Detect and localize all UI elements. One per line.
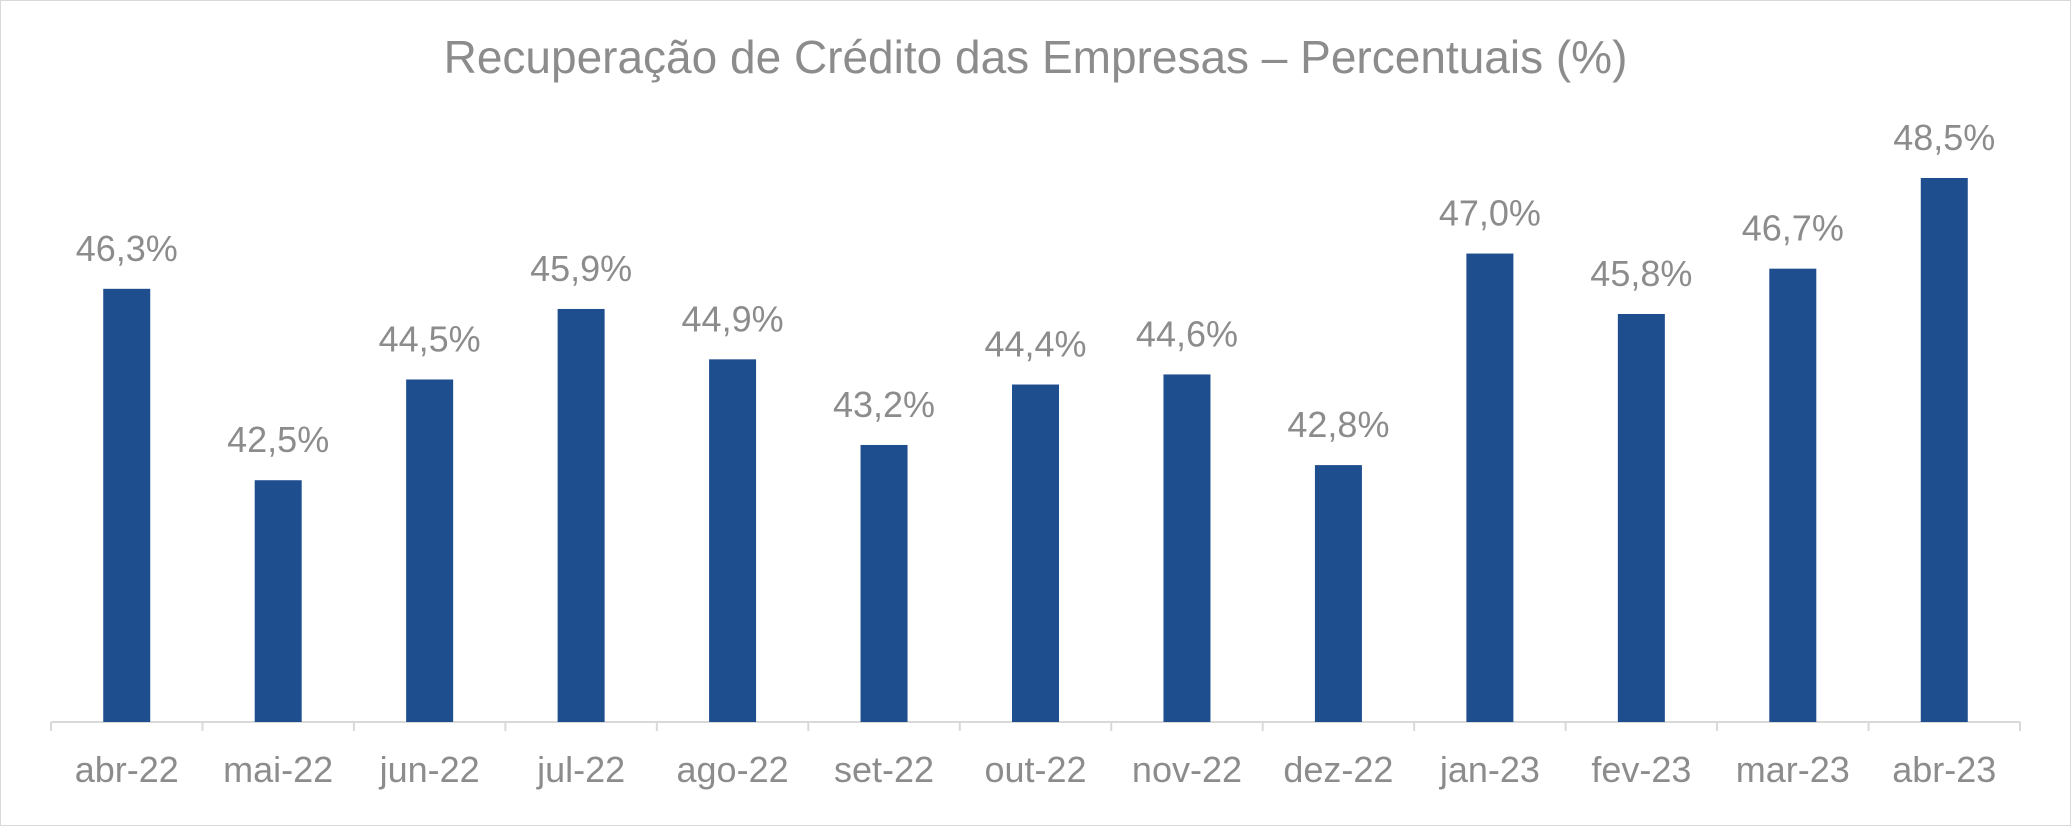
bar-jan-23 (1466, 253, 1514, 723)
bar-value-label: 48,5% (1893, 117, 1995, 158)
bar-ago-22 (709, 359, 757, 722)
x-tick-label: mai-22 (223, 749, 333, 790)
bar-value-label: 42,8% (1287, 404, 1389, 445)
x-tick-label: mar-23 (1736, 749, 1850, 790)
x-tick-label: dez-22 (1283, 749, 1393, 790)
bar-value-label: 44,5% (379, 318, 481, 359)
bar-jul-22 (557, 308, 605, 722)
x-tick-label: jun-22 (379, 749, 480, 790)
x-tick-label: fev-23 (1591, 749, 1691, 790)
x-tick-label: jan-23 (1439, 749, 1540, 790)
chart-title: Recuperação de Crédito das Empresas – Pe… (443, 31, 1628, 83)
bar-abr-22 (103, 288, 151, 722)
bar-value-label: 45,8% (1590, 253, 1692, 294)
bar-out-22 (1012, 384, 1059, 722)
bar-dez-22 (1314, 465, 1362, 722)
bar-value-label: 46,7% (1742, 208, 1844, 249)
bar-value-label: 46,3% (76, 228, 178, 269)
bar-value-label: 47,0% (1439, 193, 1541, 234)
x-tick-label: jul-22 (536, 749, 625, 790)
bar-value-label: 44,4% (984, 324, 1086, 365)
bar-value-label: 44,9% (682, 298, 784, 339)
bar-abr-23 (1920, 178, 1968, 722)
x-tick-label: out-22 (984, 749, 1086, 790)
bar-value-label: 42,5% (227, 419, 329, 460)
x-tick-label: abr-23 (1892, 749, 1996, 790)
bar-mar-23 (1769, 268, 1817, 722)
bar-mai-22 (254, 480, 302, 722)
bar-value-label: 43,2% (833, 384, 935, 425)
x-tick-label: ago-22 (677, 749, 789, 790)
bar-fev-23 (1617, 314, 1665, 722)
bar-jun-22 (406, 379, 454, 722)
bar-value-label: 44,6% (1136, 313, 1238, 354)
bar-set-22 (860, 444, 908, 722)
x-tick-label: nov-22 (1132, 749, 1242, 790)
bar-nov-22 (1163, 374, 1211, 722)
x-tick-label: set-22 (834, 749, 934, 790)
bar-value-label: 45,9% (530, 248, 632, 289)
x-tick-label: abr-22 (75, 749, 179, 790)
